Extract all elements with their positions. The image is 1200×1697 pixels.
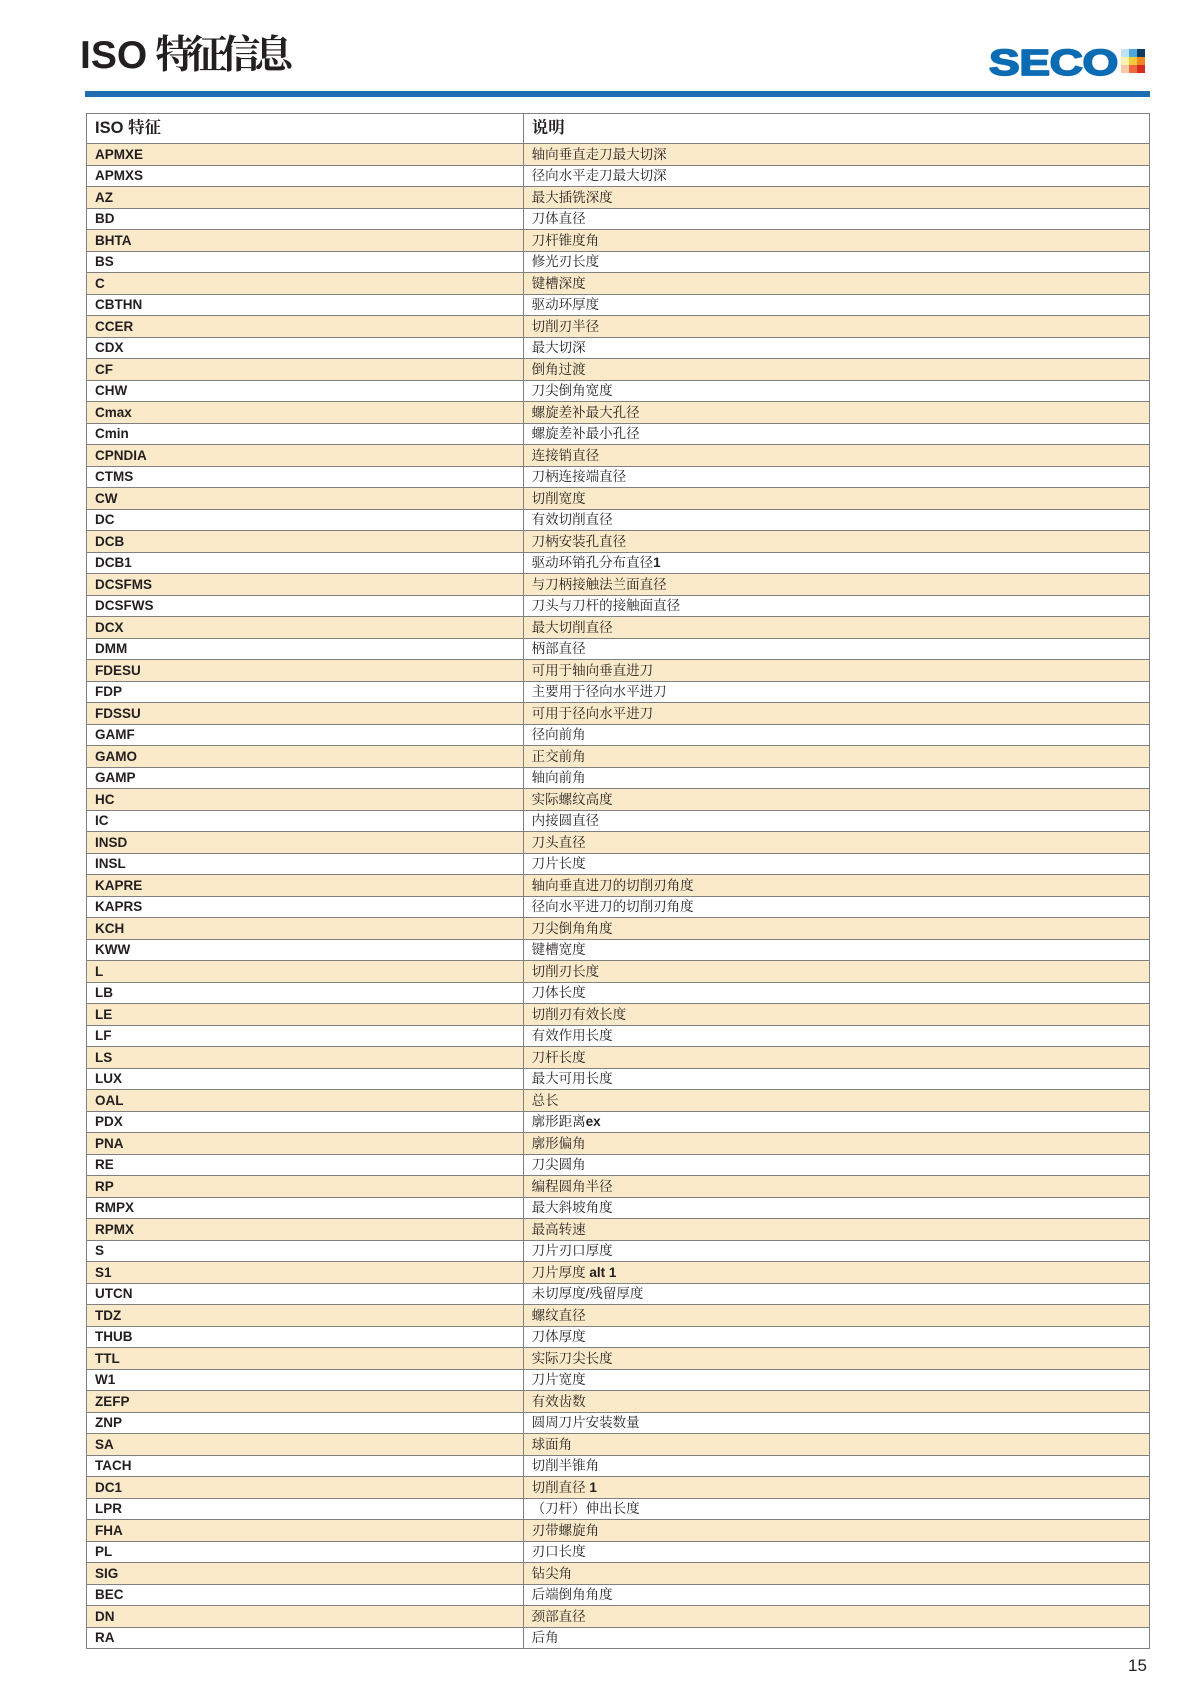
- svg-text:SECO: SECO: [989, 43, 1118, 83]
